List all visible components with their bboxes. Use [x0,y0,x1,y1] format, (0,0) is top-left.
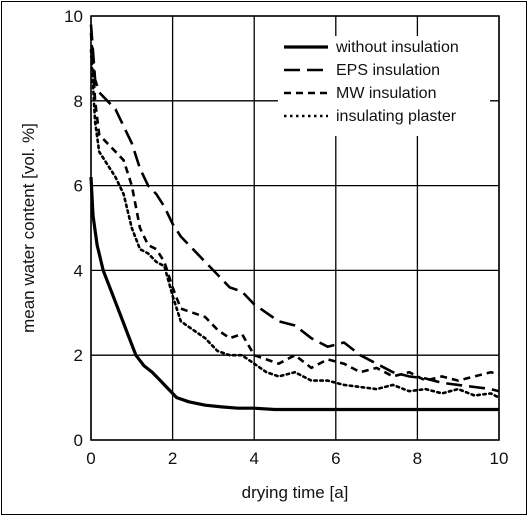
y-axis-ticks: 0 2 4 6 8 10 [64,7,83,450]
legend-label: MW insulation [336,85,436,102]
x-axis-label: drying time [a] [242,483,349,502]
y-tick-label: 2 [74,346,83,365]
series-line-EPS-insulation [89,24,500,393]
y-tick-label: 10 [64,7,83,26]
legend-label: without insulation [335,39,459,56]
x-axis-ticks: 0 2 4 6 8 10 [86,449,508,468]
series-lines [89,24,501,412]
series-line-insulating-plaster [89,48,501,399]
legend-background [278,36,490,136]
x-tick-label: 0 [86,449,95,468]
x-tick-label: 8 [413,449,422,468]
x-tick-label: 6 [331,449,340,468]
legend-label: insulating plaster [336,108,457,125]
x-tick-label: 2 [168,449,177,468]
x-tick-label: 4 [249,449,258,468]
y-tick-label: 6 [74,177,83,196]
y-axis-label: mean water content [vol. %] [19,123,38,333]
legend: without insulation EPS insulation MW insul… [284,39,459,125]
y-tick-label: 0 [74,431,83,450]
y-tick-label: 8 [74,92,83,111]
x-tick-label: 10 [490,449,509,468]
series-line-without-insulation [89,177,499,412]
y-tick-label: 4 [74,261,83,280]
plot-area [90,15,500,441]
legend-label: EPS insulation [336,62,440,79]
